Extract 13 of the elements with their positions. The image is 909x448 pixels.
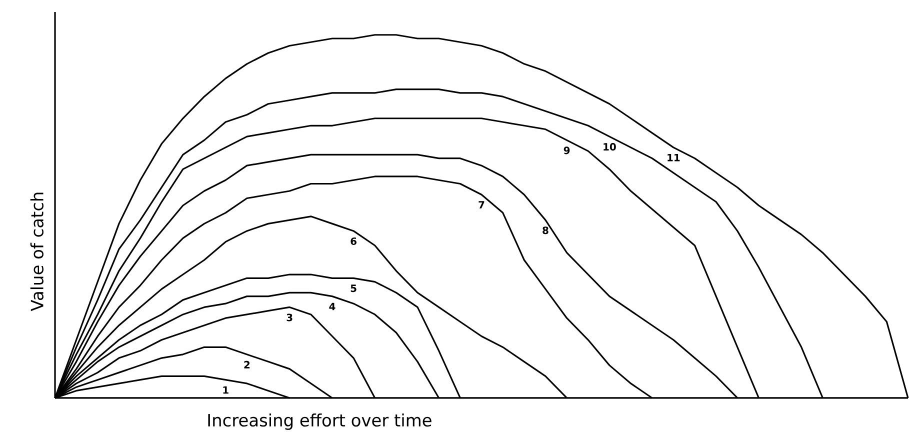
series-label: 11	[668, 154, 680, 162]
series-label: 5	[350, 284, 356, 292]
x-axis-title: Increasing effort over time	[208, 414, 432, 430]
series-label: 9	[564, 146, 570, 154]
series-label: 10	[604, 143, 616, 151]
series-label: 8	[542, 226, 548, 234]
series-label: 2	[244, 360, 250, 368]
series-label: 4	[329, 302, 336, 310]
y-axis-title: Value of catch	[30, 192, 44, 312]
series-label: 6	[350, 237, 356, 245]
series-label: 7	[478, 201, 484, 208]
series-label: 3	[286, 314, 292, 322]
series-label: 1	[223, 386, 228, 394]
